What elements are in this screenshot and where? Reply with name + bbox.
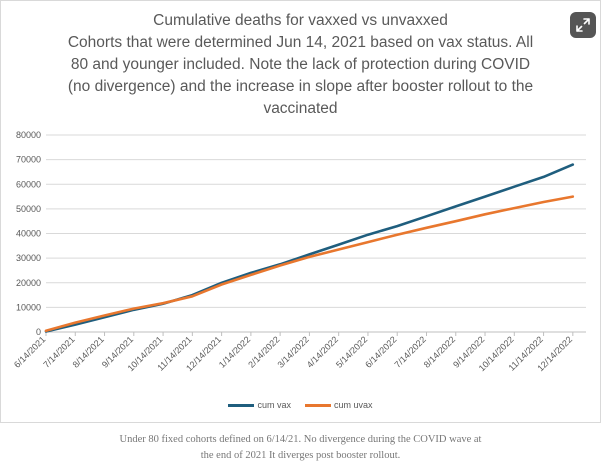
legend-swatch <box>305 403 331 407</box>
legend-item-uvax: cum uvax <box>305 400 373 410</box>
expand-button[interactable] <box>570 12 596 38</box>
chart-title-line: Cohorts that were determined Jun 14, 202… <box>67 34 534 51</box>
legend-item-vax: cum vax <box>228 400 291 410</box>
y-tick-label: 80000 <box>16 130 41 140</box>
caption-line: Under 80 fixed cohorts defined on 6/14/2… <box>119 434 482 445</box>
chart-title-line: Cumulative deaths for vaxxed vs unvaxxed <box>153 12 448 29</box>
y-tick-label: 10000 <box>16 302 41 312</box>
y-tick-label: 0 <box>36 327 41 337</box>
caption-line: the end of 2021 It diverges post booster… <box>200 450 401 461</box>
line-chart: 0 10000 20000 30000 40000 50000 60000 70000 8000… <box>12 130 586 373</box>
chart-title-line: vaccinated <box>263 100 338 117</box>
series-line-cum-vax <box>44 163 575 333</box>
y-tick-label: 70000 <box>16 155 41 165</box>
chart-title: Cumulative deaths for vaxxed vs unvaxxed… <box>40 10 561 120</box>
y-tick-label: 20000 <box>16 278 41 288</box>
figure-caption: Under 80 fixed cohorts defined on 6/14/2… <box>0 432 601 464</box>
chart-title-line: (no divergence) and the increase in slop… <box>67 78 534 95</box>
chart-title-line: 80 and younger included. Note the lack o… <box>70 56 531 73</box>
y-tick-label: 30000 <box>16 253 41 263</box>
legend-swatch <box>228 403 255 407</box>
y-tick-label: 60000 <box>16 179 41 189</box>
y-tick-label: 40000 <box>16 229 41 239</box>
chart-legend: cum vax cum uvax <box>0 400 601 410</box>
series-line-cum-uvax <box>44 195 575 333</box>
y-tick-label: 50000 <box>16 204 41 214</box>
legend-label: cum uvax <box>334 400 373 410</box>
expand-icon <box>576 18 590 32</box>
legend-label: cum vax <box>257 400 291 410</box>
